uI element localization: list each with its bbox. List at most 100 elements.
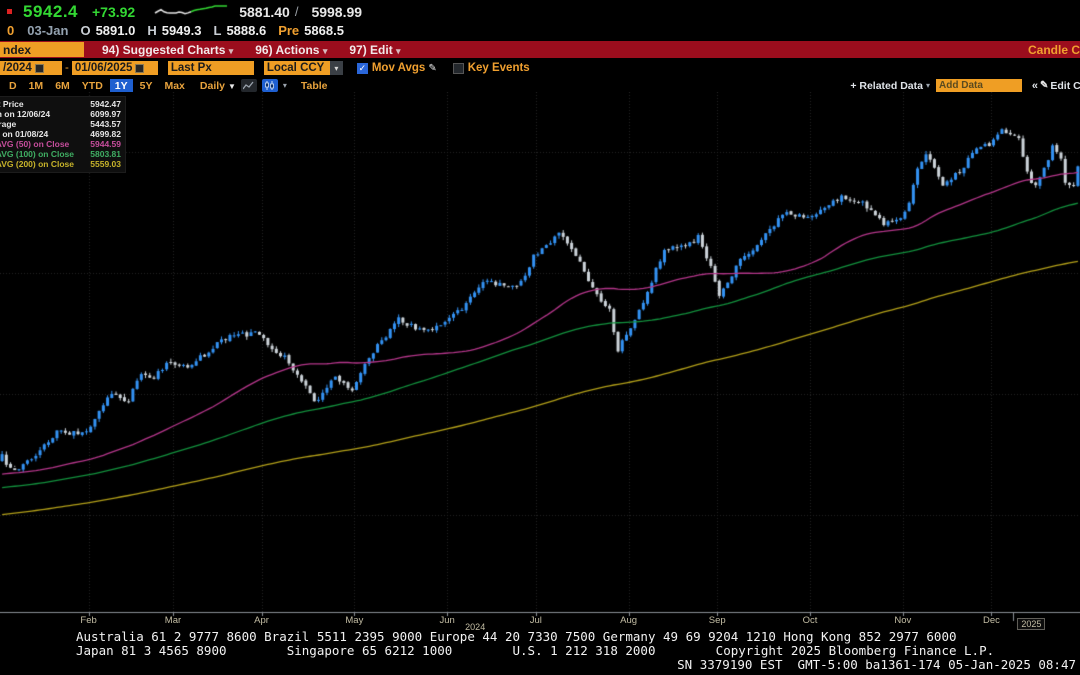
date-range-separator: - (65, 62, 69, 74)
prev-value: 5868.5 (304, 23, 344, 38)
x-axis-labels: Feb Mar Apr May Jun Jul Aug Sep Oct Nov Dec 2024 202… (0, 613, 1080, 637)
mov-avgs-checkbox[interactable]: ✓ (356, 62, 368, 74)
contact-line-1: Australia 61 2 9777 8600 Brazil 5511 239… (76, 629, 957, 644)
quote-date: 03-Jan (27, 23, 69, 38)
month-label-nov: Nov (894, 615, 912, 626)
legend-row: Average 5443.57 (0, 119, 121, 129)
year-label-2025: 2025 (1017, 618, 1046, 630)
currency-field[interactable]: Local CCY (263, 61, 330, 75)
prefix-digit: 0 (7, 23, 15, 38)
frequency-select[interactable]: Daily ▼ (200, 80, 236, 92)
range-buttons: D 1M 6M YTD 1Y 5Y Max (4, 78, 192, 93)
open-label: O (80, 23, 91, 38)
range-button-max[interactable]: Max (164, 79, 185, 92)
month-label-feb: Feb (80, 615, 97, 626)
related-data-button[interactable]: + Related Data ▾ (850, 80, 930, 92)
add-data-input[interactable] (936, 79, 1022, 92)
range-button-1m[interactable]: 1M (28, 79, 44, 92)
legend-value: 5942.47 (90, 99, 121, 109)
low-value: 5888.6 (226, 23, 267, 38)
legend-row: High on 12/06/24 6099.97 (0, 109, 121, 119)
legend-label: Average (0, 119, 17, 129)
last-price: 5942.4 (23, 1, 78, 21)
legend-row: SMAVG (50) on Close 5944.59 (0, 139, 121, 149)
chevron-down-icon: ▼ (227, 81, 236, 91)
month-label-aug: Aug (620, 615, 638, 626)
legend-label: SMAVG (50) on Close (0, 139, 70, 149)
quote-header: 5942.4 +73.92 5881.40 / 5998.99 (0, 2, 1080, 21)
chart-controls: /2024 - 01/06/2025 Last Px Local CCY ▾ ✓… (0, 59, 1080, 77)
legend-label: High on 12/06/24 (0, 109, 51, 119)
range-button-6m[interactable]: 6M (55, 79, 70, 92)
calendar-icon[interactable] (34, 63, 44, 73)
month-label-dec: Dec (982, 615, 1000, 626)
ask-price: 5998.99 (311, 3, 363, 20)
key-events-label[interactable]: Key Events (467, 62, 530, 74)
date-to-field[interactable]: 01/06/2025 (71, 61, 158, 75)
calendar-icon[interactable] (135, 63, 145, 73)
pencil-icon[interactable]: ✎ (428, 62, 437, 74)
price-change: +73.92 (92, 3, 136, 20)
price-type-field[interactable]: Last Px (167, 61, 254, 75)
legend-row: SMAVG (200) on Close 5559.03 (0, 159, 121, 169)
legend-row: SMAVG (100) on Close 5803.81 (0, 149, 121, 159)
legend-value: 4699.82 (90, 129, 121, 139)
range-button-ytd[interactable]: YTD (81, 79, 103, 92)
candle-chart-icon[interactable] (261, 79, 278, 92)
menu-items: 94) Suggested Charts ▾ 96) Actions ▾ 97) E… (102, 43, 423, 57)
table-button[interactable]: Table (300, 79, 328, 92)
key-events-checkbox[interactable] (452, 62, 464, 74)
edit-chart-label: Edit C (1050, 79, 1080, 92)
range-button-5y[interactable]: 5Y (139, 79, 153, 92)
status-dot-icon (7, 9, 12, 14)
low-label: L (213, 23, 222, 38)
month-label-mar: Mar (164, 615, 182, 626)
menu-item-actions[interactable]: 96) Actions ▾ (255, 42, 328, 57)
intraday-sparkline (153, 3, 232, 20)
terminal-status-line: SN 3379190 EST GMT-5:00 ba1361-174 05-Ja… (677, 657, 1076, 672)
date-from-field[interactable]: /2024 (0, 61, 62, 75)
open-value: 5891.0 (95, 23, 136, 38)
legend-value: 5803.81 (90, 149, 121, 159)
related-data-label: + Related Data (850, 79, 923, 92)
legend-value: 6099.97 (90, 109, 121, 119)
menu-bar: ndex 94) Suggested Charts ▾ 96) Actions ▾… (0, 41, 1080, 58)
range-button-d[interactable]: D (9, 79, 17, 92)
chart-type-dropdown-icon[interactable]: ▾ (282, 81, 287, 90)
edit-chart-button[interactable]: ✎ Edit C (1040, 80, 1080, 92)
month-label-oct: Oct (802, 615, 818, 626)
month-label-may: May (345, 615, 364, 626)
menu-item-suggestedcharts[interactable]: 94) Suggested Charts ▾ (102, 42, 234, 57)
month-label-jun: Jun (439, 615, 455, 626)
legend-label: SMAVG (100) on Close (0, 149, 74, 159)
chart-area: Last Price 5942.47 High on 12/06/24 6099.97… (0, 92, 1080, 632)
period-row: D 1M 6M YTD 1Y 5Y Max Daily ▼ ▾ Table + Relate… (0, 78, 1080, 93)
chart-style-title: Candle C (1027, 42, 1080, 57)
range-button-1y[interactable]: 1Y (109, 78, 133, 93)
legend-row: Low on 01/08/24 4699.82 (0, 129, 121, 139)
range-separator: / (294, 4, 299, 19)
pencil-icon: ✎ (1040, 80, 1049, 91)
legend-row: Last Price 5942.47 (0, 99, 121, 109)
month-label-jul: Jul (529, 615, 542, 626)
candlestick-chart-canvas[interactable] (0, 92, 1080, 627)
chevron-down-icon: ▾ (228, 45, 234, 56)
month-label-apr: Apr (254, 615, 269, 626)
security-type-field[interactable]: ndex (0, 42, 84, 57)
chevron-down-icon: ▾ (925, 81, 930, 90)
date-from-value: /2024 (3, 62, 32, 74)
legend-label: SMAVG (200) on Close (0, 159, 74, 169)
bid-price: 5881.40 (239, 3, 290, 20)
legend-value: 5944.59 (90, 139, 121, 149)
line-chart-icon[interactable] (240, 79, 257, 92)
date-to-value: 01/06/2025 (74, 62, 133, 74)
month-label-sep: Sep (708, 615, 726, 626)
legend-value: 5559.03 (90, 159, 121, 169)
menu-item-edit[interactable]: 97) Edit ▾ (349, 42, 401, 57)
collapse-panel-button[interactable]: « (1031, 79, 1038, 92)
currency-dropdown-icon[interactable]: ▾ (329, 61, 343, 75)
prev-label: Pre (278, 23, 300, 38)
mov-avgs-label[interactable]: Mov Avgs (371, 62, 426, 74)
chart-legend: Last Price 5942.47 High on 12/06/24 6099.97… (0, 96, 126, 173)
contact-line-2: Japan 81 3 4565 8900 Singapore 65 6212 1… (76, 643, 995, 658)
